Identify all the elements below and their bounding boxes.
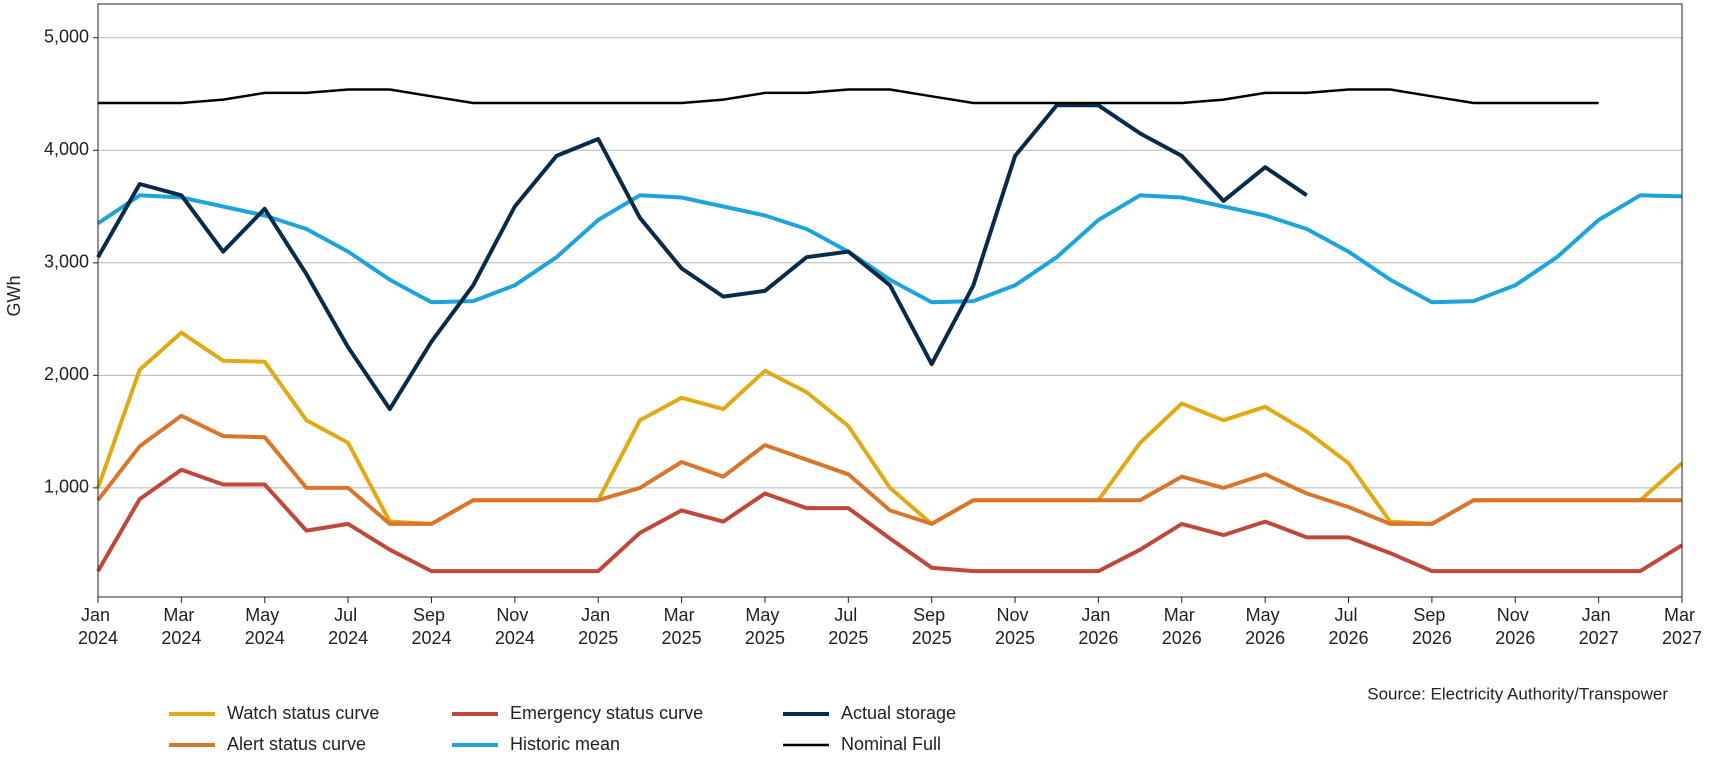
- x-tick-label: Nov 2025: [995, 605, 1035, 648]
- x-tick-label: Nov 2024: [495, 605, 535, 648]
- x-tick-label: May 2025: [745, 605, 785, 648]
- x-tick-label: Sep 2026: [1412, 605, 1452, 648]
- y-axis-label: GWh: [4, 275, 24, 316]
- x-tick-label: Jul 2024: [328, 605, 368, 648]
- series-line: [96, 330, 1684, 526]
- x-tick-label: Jan 2024: [78, 605, 118, 648]
- x-tick-label: May 2026: [1245, 605, 1285, 648]
- x-tick-label: Jan 2027: [1579, 605, 1619, 648]
- series-line: [96, 413, 1682, 526]
- x-tick-label: Jul 2026: [1329, 605, 1369, 648]
- x-tick-label: Sep 2025: [912, 605, 952, 648]
- x-tick-label: Sep 2024: [411, 605, 451, 648]
- y-tick-label: 4,000: [44, 139, 89, 159]
- x-tick-label: Jan 2026: [1078, 605, 1118, 648]
- x-tick-label: Mar 2025: [662, 605, 702, 648]
- x-tick-label: Jan 2025: [578, 605, 618, 648]
- series-line: [96, 467, 1684, 574]
- x-tick-label: Jul 2025: [828, 605, 868, 648]
- x-tick-label: May 2024: [245, 605, 285, 648]
- legend-label: Actual storage: [841, 703, 956, 723]
- legend-label: Historic mean: [510, 734, 620, 754]
- source-note: Source: Electricity Authority/Transpower: [1367, 684, 1668, 703]
- plot-frame: [97, 3, 1683, 598]
- x-tick-label: Nov 2026: [1495, 605, 1535, 648]
- x-tick-label: Mar 2024: [161, 605, 201, 648]
- x-tick-label: Mar 2027: [1662, 605, 1702, 648]
- legend-label: Emergency status curve: [510, 703, 703, 723]
- y-tick-label: 1,000: [44, 477, 89, 497]
- legend-label: Nominal Full: [841, 734, 941, 754]
- legend-label: Alert status curve: [227, 734, 366, 754]
- y-tick-label: 5,000: [44, 27, 89, 47]
- series-line: [98, 88, 1599, 105]
- y-tick-label: 3,000: [44, 252, 89, 272]
- legend-label: Watch status curve: [227, 703, 379, 723]
- y-tick-label: 2,000: [44, 364, 89, 384]
- series-line: [96, 193, 1683, 305]
- x-tick-label: Mar 2026: [1162, 605, 1202, 648]
- series-line: [96, 103, 1308, 412]
